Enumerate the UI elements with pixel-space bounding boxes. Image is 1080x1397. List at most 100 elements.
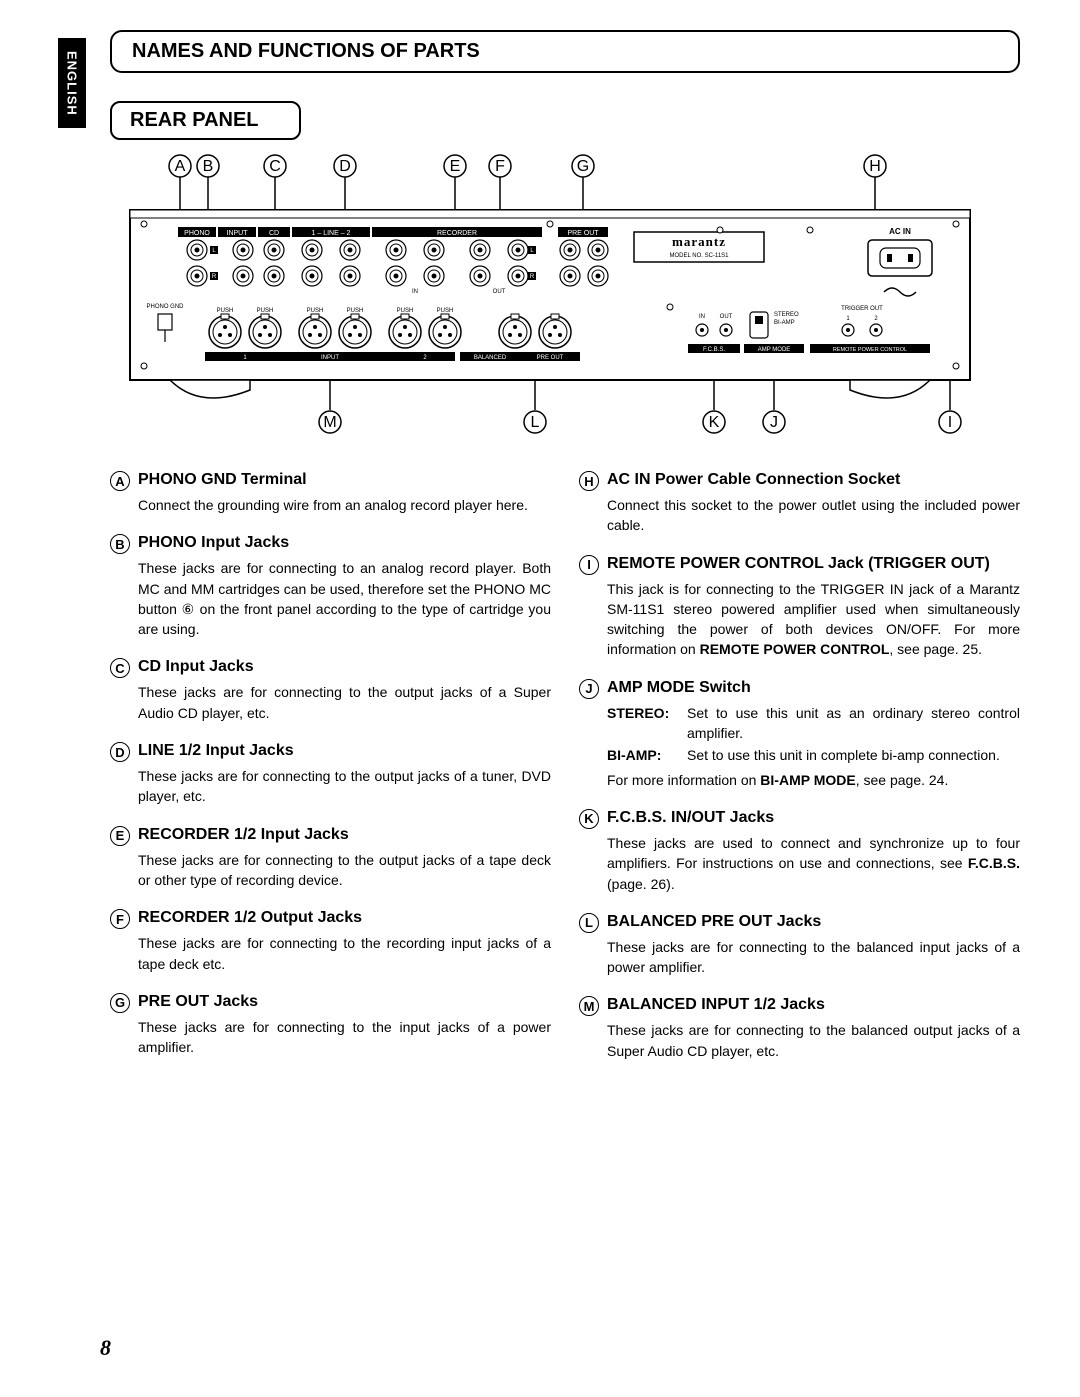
svg-text:PUSH: PUSH [257, 308, 274, 314]
callout-M: M [319, 380, 341, 433]
callout-D: D [334, 155, 356, 210]
parts-item: M BALANCED INPUT 1/2 Jacks These jacks are… [579, 995, 1020, 1061]
svg-text:PRE OUT: PRE OUT [567, 230, 599, 237]
svg-text:PRE OUT: PRE OUT [537, 355, 564, 361]
item-body: These jacks are for connecting to the ba… [607, 937, 1020, 978]
svg-text:G: G [577, 158, 589, 175]
svg-text:R: R [212, 274, 217, 280]
svg-text:K: K [709, 414, 720, 431]
item-letter-badge: G [110, 993, 130, 1013]
svg-text:MODEL NO. SC-11S1: MODEL NO. SC-11S1 [669, 253, 729, 259]
svg-text:STEREO: STEREO [774, 312, 799, 318]
item-body: These jacks are for connecting to the re… [138, 933, 551, 974]
svg-text:INPUT: INPUT [321, 355, 339, 361]
item-body: These jacks are used to connect and sync… [607, 833, 1020, 894]
svg-text:TRIGGER OUT: TRIGGER OUT [841, 306, 883, 312]
section-text: REAR PANEL [130, 109, 259, 131]
callout-F: F [489, 155, 511, 210]
callout-I: I [939, 380, 961, 433]
def-text: Set to use this unit as an ordinary ster… [687, 703, 1020, 744]
callout-L: L [524, 380, 546, 433]
item-letter-badge: M [579, 996, 599, 1016]
left-column: APHONO GND TerminalConnect the grounding… [110, 470, 551, 1079]
svg-text:OUT: OUT [493, 289, 506, 295]
item-letter-badge: B [110, 534, 130, 554]
svg-text:PHONO: PHONO [184, 230, 210, 237]
svg-text:C: C [269, 158, 281, 175]
svg-text:AC IN: AC IN [889, 227, 911, 236]
item-definitions: STEREO:Set to use this unit as an ordina… [607, 703, 1020, 766]
svg-text:PUSH: PUSH [307, 308, 324, 314]
svg-text:A: A [175, 158, 186, 175]
parts-item: HAC IN Power Cable Connection SocketConn… [579, 470, 1020, 536]
svg-text:REMOTE POWER CONTROL: REMOTE POWER CONTROL [833, 347, 907, 353]
svg-text:PHONO GND: PHONO GND [146, 304, 184, 310]
svg-text:BI-AMP: BI-AMP [774, 320, 795, 326]
item-letter-badge: H [579, 471, 599, 491]
item-title: BALANCED PRE OUT Jacks [607, 912, 821, 933]
svg-text:M: M [323, 414, 336, 431]
svg-text:PUSH: PUSH [217, 308, 234, 314]
item-title: LINE 1/2 Input Jacks [138, 741, 294, 762]
item-body: These jacks are for connecting to the ba… [607, 1020, 1020, 1061]
callout-C: C [264, 155, 286, 210]
svg-text:D: D [339, 158, 351, 175]
item-body: These jacks are for connecting to the ou… [138, 850, 551, 891]
parts-item: J AMP MODE Switch STEREO:Set to use this u… [579, 678, 1020, 790]
item-letter-badge: K [579, 809, 599, 829]
callout-B: B [197, 155, 219, 210]
item-title: PHONO Input Jacks [138, 533, 289, 554]
svg-text:RECORDER: RECORDER [437, 230, 477, 237]
item-body: These jacks are for connecting to the in… [138, 1017, 551, 1058]
svg-text:OUT: OUT [720, 314, 733, 320]
item-title: RECORDER 1/2 Output Jacks [138, 908, 362, 929]
language-tab: ENGLISH [58, 38, 86, 128]
item-title: RECORDER 1/2 Input Jacks [138, 825, 349, 846]
parts-item: E RECORDER 1/2 Input Jacks These jacks are… [110, 825, 551, 891]
callout-E: E [444, 155, 466, 210]
callout-A: A [169, 155, 191, 210]
parts-item: B PHONO Input Jacks These jacks are for co… [110, 533, 551, 639]
page-title: NAMES AND FUNCTIONS OF PARTS [132, 40, 480, 62]
item-title: AMP MODE Switch [607, 678, 751, 699]
svg-text:E: E [450, 158, 461, 175]
svg-text:CD: CD [269, 230, 279, 237]
item-title: CD Input Jacks [138, 657, 254, 678]
parts-item: GPRE OUT JacksThese jacks are for connec… [110, 992, 551, 1058]
parts-item: I REMOTE POWER CONTROL Jack (TRIGGER OUT)… [579, 554, 1020, 660]
rear-panel-diagram: A B C D E F G H PHONO INPUT [110, 152, 1020, 452]
svg-text:BALANCED: BALANCED [474, 355, 507, 361]
callout-G: G [572, 155, 594, 210]
parts-item: F RECORDER 1/2 Output Jacks These jacks ar… [110, 908, 551, 974]
parts-item: KF.C.B.S. IN/OUT JacksThese jacks are us… [579, 808, 1020, 894]
item-body: This jack is for connecting to the TRIGG… [607, 579, 1020, 660]
item-letter-badge: A [110, 471, 130, 491]
item-title: REMOTE POWER CONTROL Jack (TRIGGER OUT) [607, 554, 990, 575]
svg-text:PUSH: PUSH [437, 308, 454, 314]
item-title: BALANCED INPUT 1/2 Jacks [607, 995, 825, 1016]
item-letter-badge: J [579, 679, 599, 699]
svg-text:R: R [530, 274, 535, 280]
item-body: Connect the grounding wire from an analo… [138, 495, 551, 515]
def-text: Set to use this unit in complete bi-amp … [687, 745, 1020, 765]
parts-item: CCD Input JacksThese jacks are for conne… [110, 657, 551, 723]
svg-text:B: B [203, 158, 214, 175]
item-letter-badge: I [579, 555, 599, 575]
page-title-box: NAMES AND FUNCTIONS OF PARTS [110, 30, 1020, 73]
svg-text:AMP MODE: AMP MODE [758, 347, 791, 353]
item-letter-badge: L [579, 913, 599, 933]
parts-item: D LINE 1/2 Input Jacks These jacks are for… [110, 741, 551, 807]
callout-H: H [864, 155, 886, 210]
item-footnote: For more information on BI-AMP MODE, see… [607, 770, 1020, 790]
item-body: These jacks are for connecting to the ou… [138, 766, 551, 807]
svg-text:marantz: marantz [672, 234, 726, 249]
svg-text:PUSH: PUSH [397, 308, 414, 314]
item-letter-badge: D [110, 742, 130, 762]
item-letter-badge: E [110, 826, 130, 846]
item-title: AC IN Power Cable Connection Socket [607, 470, 900, 491]
callout-K: K [703, 380, 725, 433]
item-body: These jacks are for connecting to an ana… [138, 558, 551, 639]
callout-J: J [763, 380, 785, 433]
svg-text:I: I [948, 414, 952, 431]
item-letter-badge: F [110, 909, 130, 929]
